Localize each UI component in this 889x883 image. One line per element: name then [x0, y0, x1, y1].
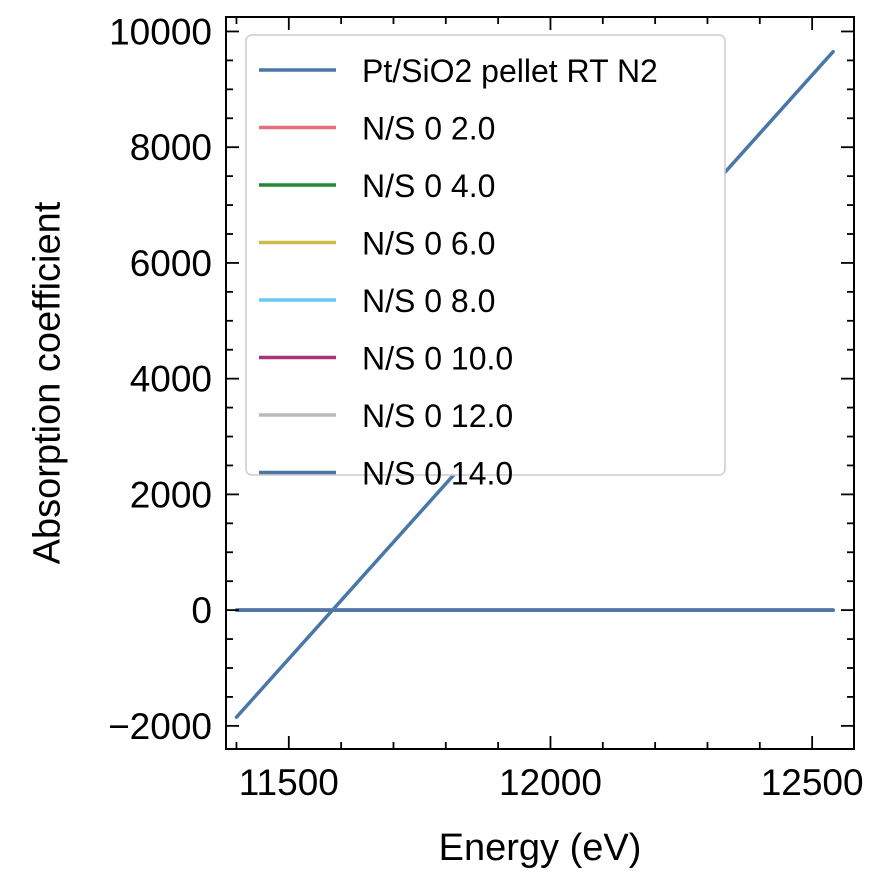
legend-label-4: N/S 0 8.0 [362, 283, 495, 319]
plot-frame [225, 16, 855, 750]
legend-label-5: N/S 0 10.0 [362, 341, 513, 377]
legend-box [245, 34, 726, 476]
x-axis-label: Energy (eV) [439, 827, 642, 869]
legend: Pt/SiO2 pellet RT N2 N/S 0 2.0 N/S 0 4.0 N/… [245, 34, 726, 492]
y-tick-label-1: 0 [191, 590, 212, 631]
legend-label-7: N/S 0 14.0 [362, 456, 513, 492]
x-tick-label-0: 11500 [239, 762, 339, 803]
y-tick-label-4: 6000 [130, 243, 212, 284]
legend-label-6: N/S 0 12.0 [362, 398, 513, 434]
legend-label-3: N/S 0 6.0 [362, 226, 495, 262]
y-tick-label-2: 2000 [130, 474, 212, 515]
legend-label-1: N/S 0 2.0 [362, 111, 495, 147]
legend-items: Pt/SiO2 pellet RT N2 N/S 0 2.0 N/S 0 4.0 N/… [259, 53, 658, 492]
y-tick-label-0: −2000 [108, 706, 212, 747]
y-tick-label-3: 4000 [130, 359, 212, 400]
legend-label-0: Pt/SiO2 pellet RT N2 [362, 53, 658, 89]
y-tick-label-5: 8000 [130, 127, 212, 168]
legend-label-2: N/S 0 4.0 [362, 168, 495, 204]
y-tick-label-6: 10000 [109, 11, 212, 52]
ticks-layer [226, 17, 854, 749]
x-tick-label-1: 12000 [499, 762, 602, 803]
x-tick-label-2: 12500 [761, 762, 864, 803]
labels-layer: 11500 12000 12500 −2000 0 2000 4000 6000 8000 100… [108, 11, 864, 803]
y-axis-label: Absorption coefficient [26, 201, 68, 564]
